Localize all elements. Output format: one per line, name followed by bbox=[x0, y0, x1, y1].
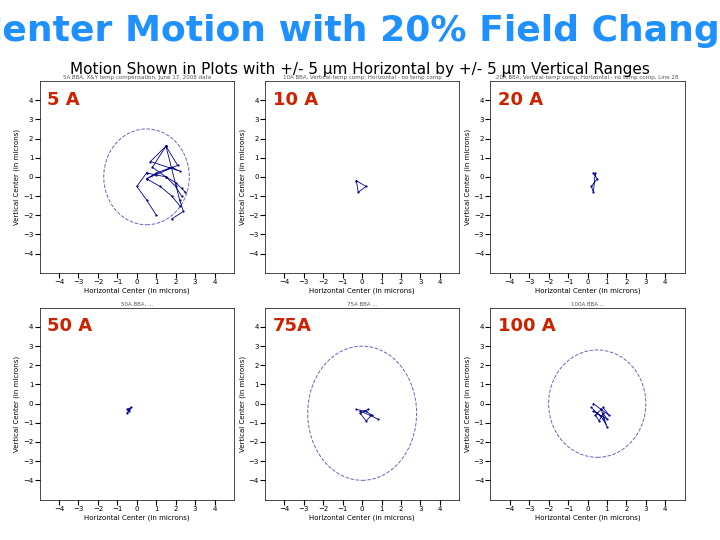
Text: 100 A: 100 A bbox=[498, 318, 556, 335]
Title: 5A BBA, X&Y temp compensation, June 17, 2008 data: 5A BBA, X&Y temp compensation, June 17, … bbox=[63, 75, 211, 80]
Y-axis label: Vertical Center (in microns): Vertical Center (in microns) bbox=[464, 129, 471, 225]
X-axis label: Horizontal Center (in microns): Horizontal Center (in microns) bbox=[84, 288, 189, 294]
Title: 10A BBA, Vertical-temp comp; Horizontal - no temp comp: 10A BBA, Vertical-temp comp; Horizontal … bbox=[283, 75, 441, 80]
Title: 75A BBA ...: 75A BBA ... bbox=[347, 302, 377, 307]
Y-axis label: Vertical Center (in microns): Vertical Center (in microns) bbox=[14, 355, 20, 452]
Title: 20A BBA, Vertical-temp comp; Horizontal - no temp comp, Line 28: 20A BBA, Vertical-temp comp; Horizontal … bbox=[496, 75, 679, 80]
Y-axis label: Vertical Center (in microns): Vertical Center (in microns) bbox=[464, 355, 471, 452]
X-axis label: Horizontal Center (in microns): Horizontal Center (in microns) bbox=[535, 515, 640, 521]
X-axis label: Horizontal Center (in microns): Horizontal Center (in microns) bbox=[535, 288, 640, 294]
Y-axis label: Vertical Center (in microns): Vertical Center (in microns) bbox=[239, 355, 246, 452]
Y-axis label: Vertical Center (in microns): Vertical Center (in microns) bbox=[14, 129, 20, 225]
Y-axis label: Vertical Center (in microns): Vertical Center (in microns) bbox=[239, 129, 246, 225]
Text: 10 A: 10 A bbox=[273, 91, 318, 109]
X-axis label: Horizontal Center (in microns): Horizontal Center (in microns) bbox=[310, 515, 415, 521]
X-axis label: Horizontal Center (in microns): Horizontal Center (in microns) bbox=[310, 288, 415, 294]
Text: Center Motion with 20% Field Change: Center Motion with 20% Field Change bbox=[0, 14, 720, 48]
Text: 5 A: 5 A bbox=[48, 91, 80, 109]
X-axis label: Horizontal Center (in microns): Horizontal Center (in microns) bbox=[84, 515, 189, 521]
Text: 20 A: 20 A bbox=[498, 91, 543, 109]
Title: 100A BBA ...: 100A BBA ... bbox=[570, 302, 605, 307]
Text: Motion Shown in Plots with +/- 5 μm Horizontal by +/- 5 μm Vertical Ranges: Motion Shown in Plots with +/- 5 μm Hori… bbox=[70, 62, 650, 77]
Text: 75A: 75A bbox=[273, 318, 312, 335]
Text: 50 A: 50 A bbox=[48, 318, 92, 335]
Title: 50A BBA, ...: 50A BBA, ... bbox=[121, 302, 153, 307]
